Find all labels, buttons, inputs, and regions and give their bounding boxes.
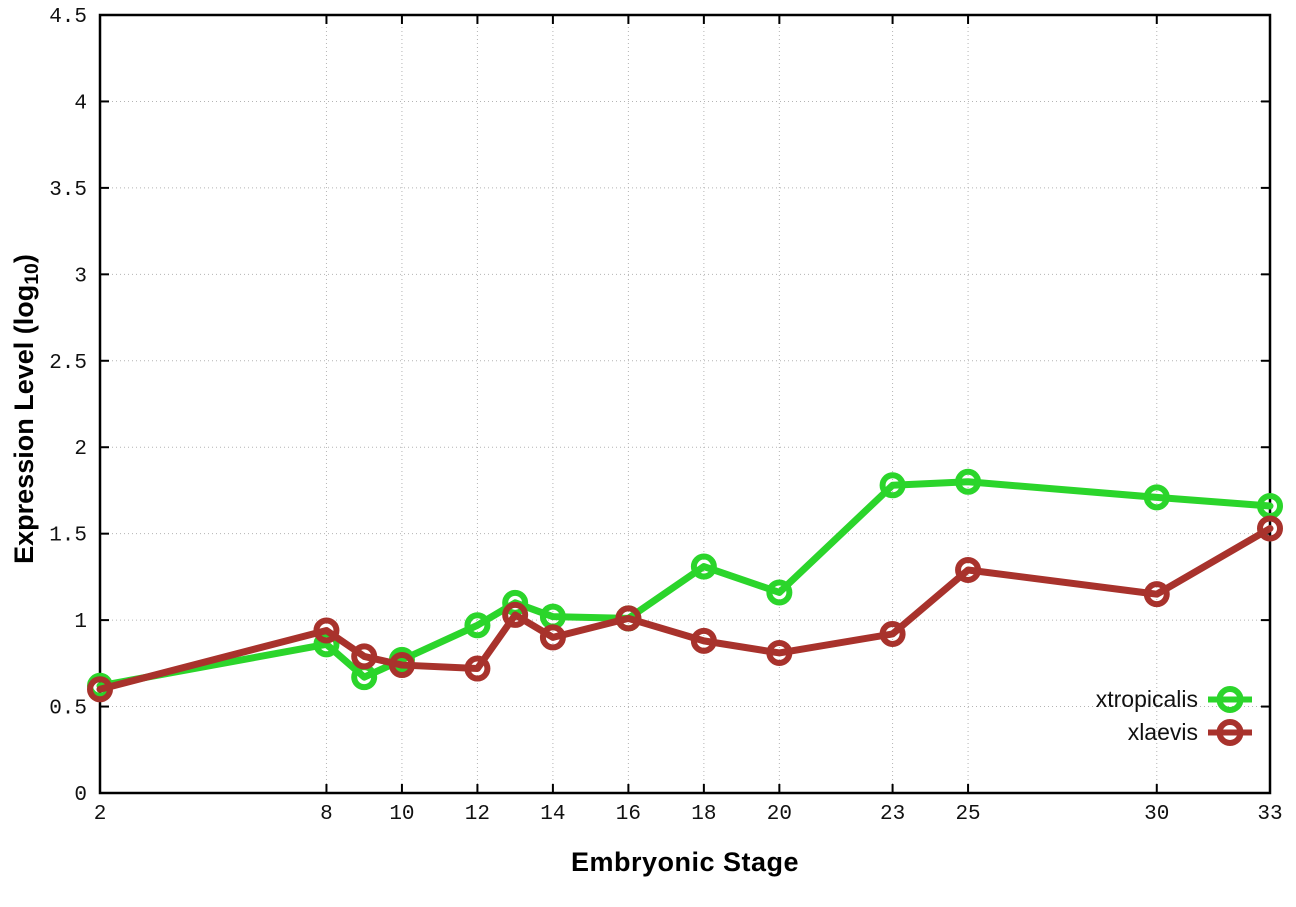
- x-tick-label: 8: [320, 803, 333, 826]
- x-tick-label: 2: [94, 803, 107, 826]
- y-axis-title: Expression Level (log10): [9, 209, 43, 609]
- y-tick-label: 3: [74, 265, 87, 288]
- data-point-xlaevis: [766, 639, 793, 666]
- x-tick-label: 25: [955, 803, 980, 826]
- y-tick-label: 4.5: [49, 6, 87, 29]
- x-tick-label: 30: [1144, 803, 1169, 826]
- legend-label-xtropicalis: xtropicalis: [1095, 686, 1198, 712]
- data-point-xlaevis: [539, 624, 566, 651]
- line-point-icon: [1208, 719, 1252, 746]
- data-point-xlaevis: [955, 556, 982, 583]
- data-point-xtropicalis: [690, 553, 717, 580]
- data-point-xlaevis: [690, 627, 717, 654]
- y-tick-label: 1.5: [49, 525, 87, 548]
- legend: xtropicalis xlaevis: [1096, 684, 1253, 748]
- y-tick-label: 2.5: [49, 352, 87, 375]
- legend-item-xtropicalis: xtropicalis: [1096, 684, 1253, 715]
- y-tick-label: 4: [74, 92, 87, 115]
- data-point-xlaevis: [313, 617, 340, 644]
- y-tick-label: 0: [74, 784, 87, 807]
- series-line-xlaevis: [96, 524, 1274, 693]
- legend-sample-point: [1216, 686, 1244, 713]
- data-point-xlaevis: [464, 655, 491, 682]
- x-tick-label: 10: [389, 803, 414, 826]
- data-point-xlaevis: [615, 605, 642, 632]
- y-tick-label: 3.5: [49, 179, 87, 202]
- x-axis-title: Embryonic Stage: [570, 847, 800, 877]
- data-point-xlaevis: [1257, 515, 1283, 542]
- y-axis-title-close: ): [9, 254, 39, 264]
- data-point-xlaevis: [87, 676, 113, 703]
- legend-item-xlaevis: xlaevis: [1128, 717, 1253, 748]
- data-point-xtropicalis: [955, 468, 982, 495]
- x-tick-label: 18: [691, 803, 716, 826]
- line-point-icon: [1208, 686, 1252, 713]
- x-tick-label: 33: [1257, 803, 1282, 826]
- y-tick-label: 2: [74, 438, 87, 461]
- y-axis-title-subscript: 10: [20, 263, 43, 285]
- x-tick-label: 23: [880, 803, 905, 826]
- x-tick-label: 20: [767, 803, 792, 826]
- plot-border: [98, 13, 1272, 795]
- data-point-xtropicalis: [464, 612, 491, 639]
- x-tick-label: 14: [540, 803, 565, 826]
- data-point-xlaevis: [879, 620, 906, 647]
- data-point-xtropicalis: [1143, 484, 1170, 511]
- data-point-xlaevis: [502, 601, 529, 628]
- data-point-xlaevis: [351, 643, 378, 670]
- data-point-xlaevis: [388, 652, 415, 679]
- y-tick-label: 1: [74, 611, 87, 634]
- y-tick-label: 0.5: [49, 698, 87, 721]
- legend-sample-point: [1216, 719, 1244, 746]
- y-axis-title-text: Expression Level (log: [9, 284, 39, 564]
- x-tick-label: 12: [465, 803, 490, 826]
- data-point-xlaevis: [1143, 581, 1170, 608]
- x-tick-label: 16: [616, 803, 641, 826]
- data-point-xtropicalis: [766, 579, 793, 606]
- legend-label-xlaevis: xlaevis: [1127, 719, 1198, 745]
- data-point-xtropicalis: [879, 472, 906, 499]
